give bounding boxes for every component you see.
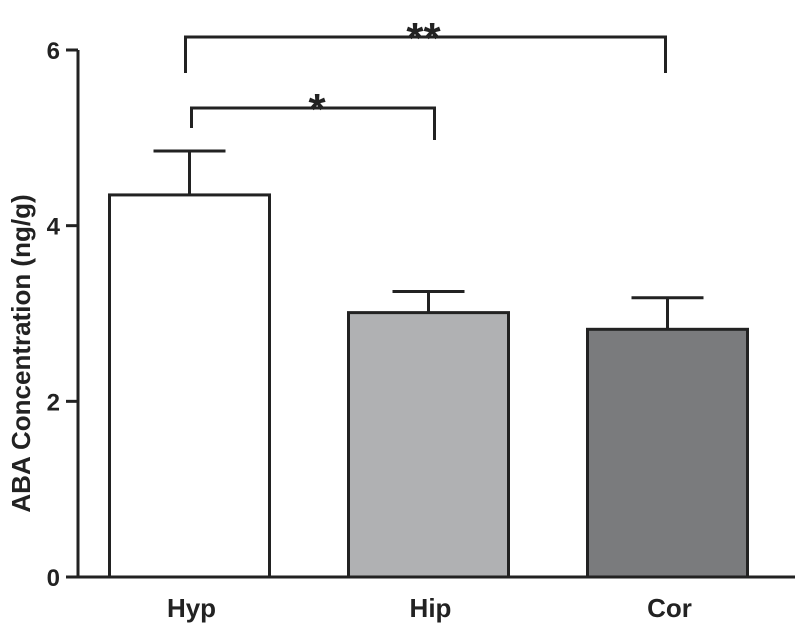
- y-ticks-group: 0 2 4 6: [47, 38, 78, 592]
- y-tick-label-1: 2: [47, 389, 60, 416]
- error-bars-group: [153, 149, 704, 330]
- axes-group: [76, 50, 795, 579]
- bracket-line-0: [190, 106, 436, 140]
- error-bar-hyp: [153, 149, 226, 195]
- error-bar-cor: [631, 296, 704, 330]
- bar-hyp: [108, 193, 271, 579]
- y-tick-label-3: 6: [47, 38, 60, 65]
- y-tick-label-0: 0: [47, 565, 60, 592]
- bars-group: [108, 193, 749, 579]
- category-label-hip: Hip: [410, 593, 452, 623]
- y-tick-label-2: 4: [47, 214, 61, 241]
- significance-label-1: **: [406, 14, 441, 63]
- bar-cor: [586, 327, 749, 579]
- significance-label-0: *: [308, 85, 326, 134]
- y-axis-title: ABA Concentration (ng/g): [6, 194, 36, 512]
- significance-bracket-1: **: [184, 14, 667, 73]
- category-labels-group: Hyp Hip Cor: [167, 593, 692, 623]
- error-bar-hip: [392, 290, 465, 313]
- bar-hip: [347, 311, 510, 579]
- significance-bracket-0: *: [190, 85, 436, 140]
- significance-group: ***: [184, 14, 667, 140]
- category-label-hyp: Hyp: [167, 593, 216, 623]
- bracket-line-1: [184, 35, 667, 73]
- category-label-cor: Cor: [647, 593, 692, 623]
